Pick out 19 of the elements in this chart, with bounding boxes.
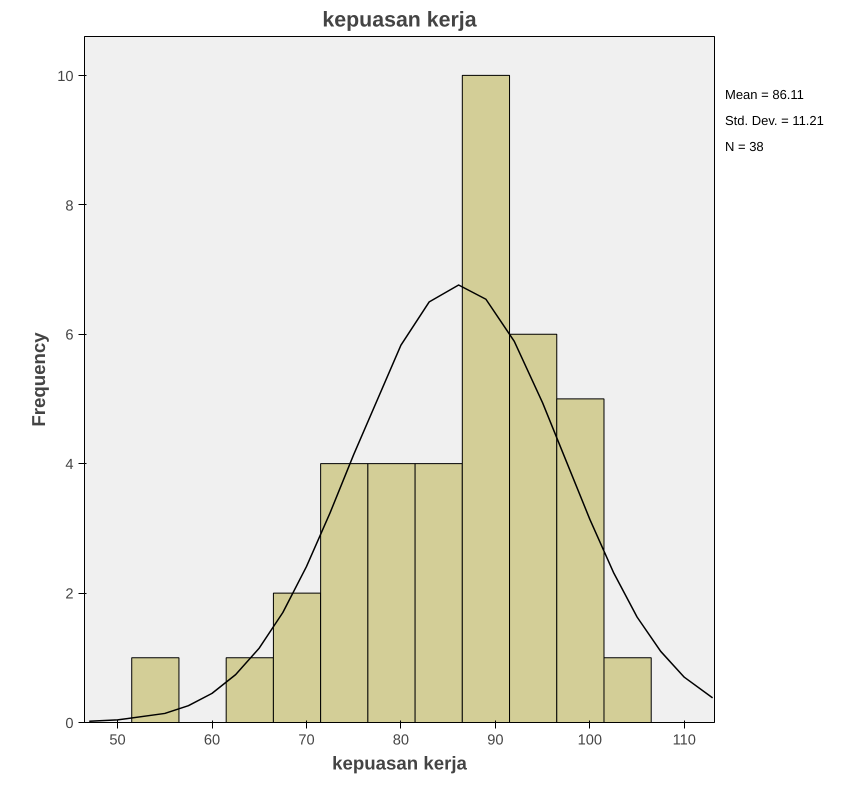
- chart-title: kepuasan kerja: [322, 8, 477, 32]
- y-tick-label: 2: [65, 586, 74, 603]
- x-tick-label: 90: [487, 732, 504, 748]
- x-tick-label: 110: [672, 732, 696, 748]
- x-tick-label: 60: [204, 732, 220, 748]
- y-tick-label: 4: [65, 457, 74, 474]
- text: Mean = 86.11: [725, 87, 804, 103]
- text: N = 38: [725, 139, 764, 155]
- y-tick-label: 8: [65, 198, 74, 214]
- x-tick-label: 50: [109, 732, 126, 748]
- y-tick-label: 10: [57, 68, 74, 85]
- text: Std. Dev. = 11.21: [725, 113, 824, 129]
- x-tick-label: 80: [392, 732, 410, 748]
- x-axis-title: kepuasan kerja: [332, 752, 468, 774]
- y-tick-label: 6: [65, 328, 74, 344]
- y-axis-title: Frequency: [28, 332, 50, 427]
- x-tick-label: 70: [298, 732, 315, 748]
- x-tick-label: 100: [578, 732, 602, 748]
- y-tick-label: 0: [65, 716, 74, 732]
